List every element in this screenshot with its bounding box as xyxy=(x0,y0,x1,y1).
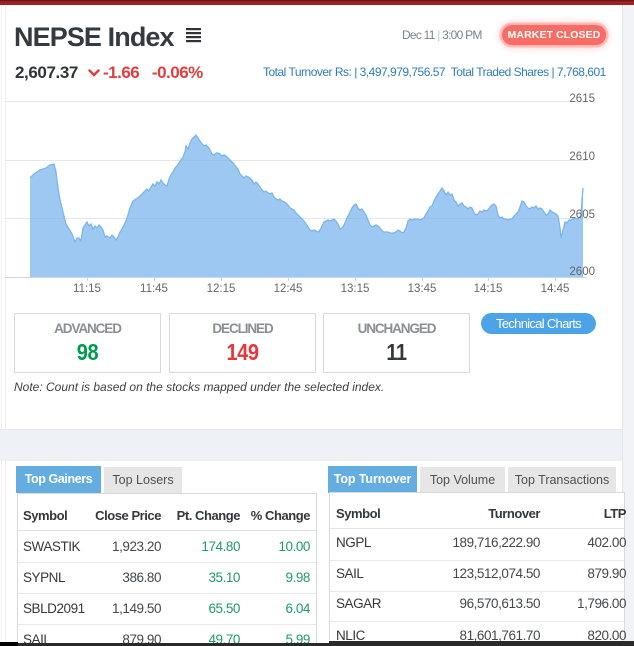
svg-text:13:15: 13:15 xyxy=(341,283,370,295)
svg-text:2615: 2615 xyxy=(569,93,595,105)
svg-text:14:15: 14:15 xyxy=(474,283,503,295)
svg-text:12:45: 12:45 xyxy=(274,283,303,295)
svg-text:12:15: 12:15 xyxy=(207,283,236,295)
svg-text:11:15: 11:15 xyxy=(73,283,101,295)
svg-text:11:45: 11:45 xyxy=(140,283,168,295)
svg-text:2600: 2600 xyxy=(569,266,595,278)
svg-text:13:45: 13:45 xyxy=(408,283,437,295)
svg-text:14:45: 14:45 xyxy=(541,283,570,295)
svg-text:2610: 2610 xyxy=(569,151,595,163)
svg-text:2605: 2605 xyxy=(569,209,595,221)
